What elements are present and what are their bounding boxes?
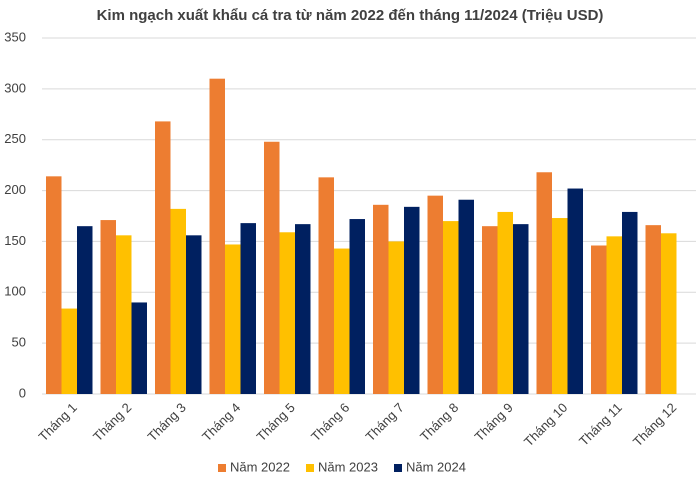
y-tick-label: 300 — [4, 80, 26, 95]
bar — [513, 224, 529, 394]
legend-label: Năm 2022 — [230, 459, 290, 474]
bar — [349, 219, 365, 394]
bar — [116, 235, 132, 394]
bar — [661, 233, 677, 394]
y-tick-label: 0 — [19, 385, 26, 400]
bar — [606, 236, 622, 394]
bar — [427, 195, 443, 394]
legend-swatch — [394, 464, 402, 472]
bar — [46, 176, 62, 394]
bar — [645, 225, 661, 394]
bar — [482, 226, 498, 394]
bar — [279, 232, 295, 394]
bar — [264, 141, 280, 394]
y-tick-label: 200 — [4, 182, 26, 197]
bar — [404, 206, 420, 394]
legend-swatch — [218, 464, 226, 472]
bar — [373, 204, 389, 394]
y-tick-label: 100 — [4, 284, 26, 299]
bar — [225, 244, 241, 394]
y-tick-label: 350 — [4, 29, 26, 44]
bar — [458, 199, 474, 394]
bar — [388, 241, 404, 394]
bar — [497, 211, 513, 394]
bar — [591, 245, 607, 394]
legend-label: Năm 2023 — [318, 459, 378, 474]
bar — [209, 78, 225, 394]
bar — [170, 208, 186, 394]
legend-label: Năm 2024 — [406, 459, 466, 474]
bar — [61, 308, 77, 394]
y-tick-label: 50 — [12, 335, 26, 350]
bar — [186, 235, 202, 394]
bar — [295, 224, 311, 394]
bar — [334, 248, 350, 394]
bar — [318, 177, 334, 394]
legend-swatch — [306, 464, 314, 472]
bar — [77, 226, 93, 394]
chart-title: Kim ngạch xuất khẩu cá tra từ năm 2022 đ… — [97, 7, 604, 24]
bar — [155, 121, 171, 395]
bar — [536, 172, 552, 394]
bar — [240, 223, 256, 394]
bar — [443, 221, 459, 394]
y-tick-label: 150 — [4, 233, 26, 248]
bar — [100, 220, 116, 394]
bar — [567, 188, 583, 394]
bar — [622, 211, 638, 394]
y-tick-label: 250 — [4, 131, 26, 146]
bar — [552, 218, 568, 394]
bar — [131, 302, 147, 394]
